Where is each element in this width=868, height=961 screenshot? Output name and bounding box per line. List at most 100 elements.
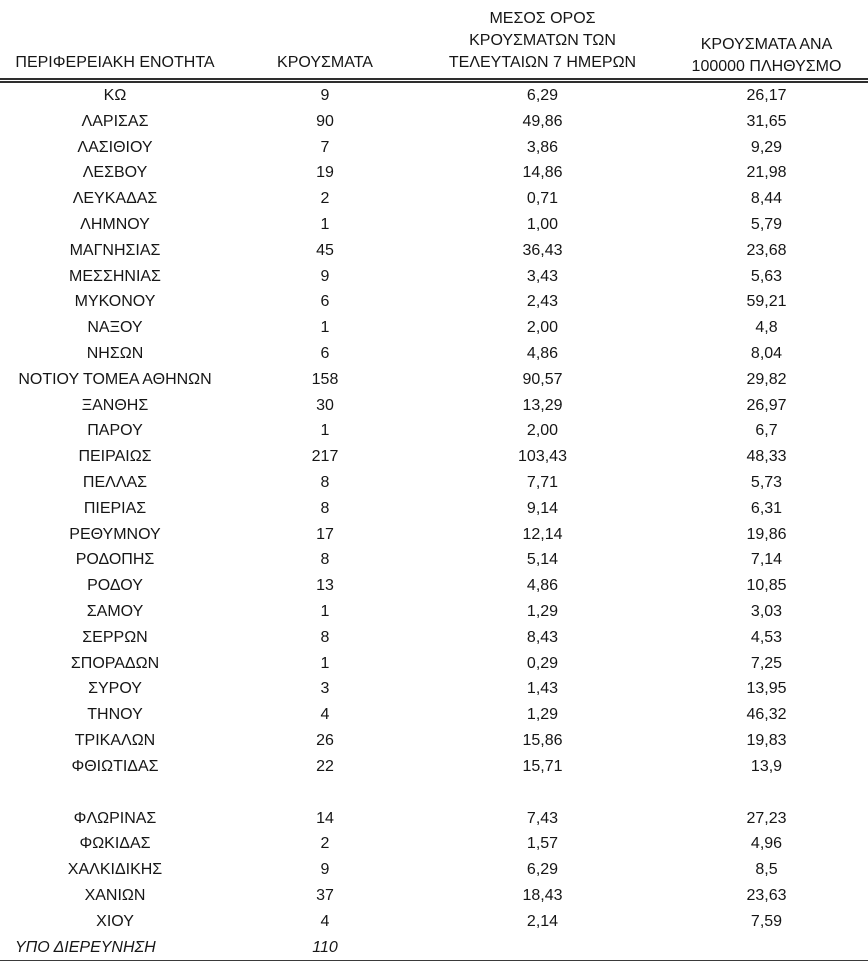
per100k-cell: 59,21 xyxy=(746,293,787,311)
region-cell: ΧΑΝΙΩΝ xyxy=(84,886,146,904)
region-cell: ΠΕΛΛΑΣ xyxy=(82,473,148,491)
avg7-cell: 6,29 xyxy=(526,861,559,879)
cases-cell: 30 xyxy=(316,396,334,414)
cases-cell: 217 xyxy=(311,448,339,466)
table-row: ΣΑΜΟΥ 1 1,29 3,03 xyxy=(0,599,868,625)
cases-cell: 2 xyxy=(320,835,330,853)
table-row: ΣΕΡΡΩΝ 8 8,43 4,53 xyxy=(0,625,868,651)
cases-cell: 9 xyxy=(320,267,330,285)
per100k-cell: 8,5 xyxy=(755,861,778,879)
region-cell: ΞΑΝΘΗΣ xyxy=(81,396,149,414)
per100k-cell: 8,04 xyxy=(750,344,783,362)
cases-cell: 17 xyxy=(316,525,334,543)
region-cell: ΥΠΟ ΔΙΕΡΕΥΝΗΣΗ xyxy=(15,938,156,956)
per100k-cell xyxy=(665,780,868,806)
region-cell: ΣΕΡΡΩΝ xyxy=(82,628,148,646)
region-cell xyxy=(0,780,230,806)
region-cell: ΤΗΝΟΥ xyxy=(87,706,143,724)
cases-cell: 110 xyxy=(312,938,338,956)
region-cell: ΜΕΣΣΗΝΙΑΣ xyxy=(69,267,161,285)
avg7-cell: 15,71 xyxy=(522,757,563,775)
per100k-cell: 13,95 xyxy=(746,680,787,698)
table-row: ΡΕΘΥΜΝΟΥ 17 12,14 19,86 xyxy=(0,522,868,548)
per100k-cell: 9,29 xyxy=(750,138,783,156)
avg7-cell: 2,00 xyxy=(526,319,559,337)
region-cell: ΝΑΞΟΥ xyxy=(87,319,143,337)
avg7-cell: 8,43 xyxy=(526,628,559,646)
table-row: ΝΗΣΩΝ 6 4,86 8,04 xyxy=(0,341,868,367)
region-cell: ΠΑΡΟΥ xyxy=(87,422,143,440)
region-cell: ΣΥΡΟΥ xyxy=(88,680,142,698)
table-row: ΜΑΓΝΗΣΙΑΣ 45 36,43 23,68 xyxy=(0,238,868,264)
cases-cell: 13 xyxy=(316,577,334,595)
region-cell: ΜΥΚΟΝΟΥ xyxy=(74,293,156,311)
region-cell: ΝΟΤΙΟΥ ΤΟΜΕΑ ΑΘΗΝΩΝ xyxy=(18,370,212,388)
avg7-cell: 1,29 xyxy=(526,706,559,724)
per100k-cell: 8,44 xyxy=(750,190,783,208)
cases-cell: 1 xyxy=(320,422,330,440)
avg7-cell: 3,86 xyxy=(526,138,559,156)
table-row: ΣΥΡΟΥ 3 1,43 13,95 xyxy=(0,676,868,702)
table-row: ΧΑΝΙΩΝ 37 18,43 23,63 xyxy=(0,883,868,909)
avg7-cell: 36,43 xyxy=(522,241,563,259)
cases-cell: 14 xyxy=(316,809,334,827)
avg7-cell: 2,14 xyxy=(526,912,559,930)
region-cell: ΠΕΙΡΑΙΩΣ xyxy=(78,448,152,466)
per100k-cell: 19,86 xyxy=(746,525,787,543)
cases-cell: 2 xyxy=(320,190,330,208)
per100k-cell: 4,96 xyxy=(750,835,783,853)
per100k-cell: 7,14 xyxy=(750,551,783,569)
cases-cell: 8 xyxy=(320,551,330,569)
avg7-cell: 4,86 xyxy=(526,344,559,362)
region-cell: ΛΑΡΙΣΑΣ xyxy=(81,112,149,130)
cases-cell: 4 xyxy=(320,706,330,724)
table-row: ΜΥΚΟΝΟΥ 6 2,43 59,21 xyxy=(0,289,868,315)
avg7-cell: 4,86 xyxy=(526,577,559,595)
cases-cell: 4 xyxy=(320,912,330,930)
table-row: ΦΩΚΙΔΑΣ 2 1,57 4,96 xyxy=(0,831,868,857)
cases-cell: 9 xyxy=(320,861,330,879)
per100k-cell: 23,63 xyxy=(746,886,787,904)
avg7-cell: 0,71 xyxy=(526,190,559,208)
per100k-cell: 5,63 xyxy=(750,267,783,285)
cases-cell xyxy=(230,780,420,806)
cases-cell: 45 xyxy=(316,241,334,259)
region-cell: ΡΕΘΥΜΝΟΥ xyxy=(69,525,161,543)
avg7-cell xyxy=(420,780,665,806)
per100k-cell: 7,25 xyxy=(750,654,783,672)
per100k-cell: 48,33 xyxy=(746,448,787,466)
region-cell: ΦΛΩΡΙΝΑΣ xyxy=(73,809,157,827)
cases-cell: 158 xyxy=(311,370,339,388)
per100k-cell: 23,68 xyxy=(746,241,787,259)
avg7-cell: 90,57 xyxy=(522,370,563,388)
per100k-cell: 4,53 xyxy=(750,628,783,646)
table-row: ΛΑΣΙΘΙΟΥ 7 3,86 9,29 xyxy=(0,135,868,161)
table-row: ΠΕΛΛΑΣ 8 7,71 5,73 xyxy=(0,470,868,496)
region-cell: ΛΕΥΚΑΔΑΣ xyxy=(72,190,158,208)
table-row: ΣΠΟΡΑΔΩΝ 1 0,29 7,25 xyxy=(0,651,868,677)
avg7-cell: 15,86 xyxy=(522,731,563,749)
per100k-cell: 7,59 xyxy=(750,912,783,930)
avg7-cell: 18,43 xyxy=(522,886,563,904)
avg7-cell: 7,71 xyxy=(526,473,559,491)
header-per-100000: ΚΡΟΥΣΜΑΤΑ ΑΝΑ 100000 ΠΛΗΘΥΣΜΟ xyxy=(665,0,868,83)
avg7-cell: 9,14 xyxy=(526,499,559,517)
table-row: ΡΟΔΟΥ 13 4,86 10,85 xyxy=(0,573,868,599)
header-region: ΠΕΡΙΦΕΡΕΙΑΚΗ ΕΝΟΤΗΤΑ xyxy=(0,0,230,83)
cases-cell: 8 xyxy=(320,628,330,646)
header-cases: ΚΡΟΥΣΜΑΤΑ xyxy=(230,0,420,83)
region-cell: ΛΕΣΒΟΥ xyxy=(82,164,148,182)
avg7-cell: 2,43 xyxy=(526,293,559,311)
per100k-cell: 6,31 xyxy=(750,499,783,517)
cases-cell: 9 xyxy=(320,87,330,104)
table-row: ΡΟΔΟΠΗΣ 8 5,14 7,14 xyxy=(0,547,868,573)
region-cell: ΝΗΣΩΝ xyxy=(86,344,144,362)
cases-cell: 1 xyxy=(320,319,330,337)
table-row: ΤΗΝΟΥ 4 1,29 46,32 xyxy=(0,702,868,728)
table-row: ΦΘΙΩΤΙΔΑΣ 22 15,71 13,9 xyxy=(0,754,868,780)
table-row: ΛΗΜΝΟΥ 1 1,00 5,79 xyxy=(0,212,868,238)
avg7-cell: 1,00 xyxy=(526,215,559,233)
table-row: ΥΠΟ ΔΙΕΡΕΥΝΗΣΗ 110 xyxy=(0,935,868,961)
table-row: ΛΕΥΚΑΔΑΣ 2 0,71 8,44 xyxy=(0,186,868,212)
avg7-cell: 3,43 xyxy=(526,267,559,285)
